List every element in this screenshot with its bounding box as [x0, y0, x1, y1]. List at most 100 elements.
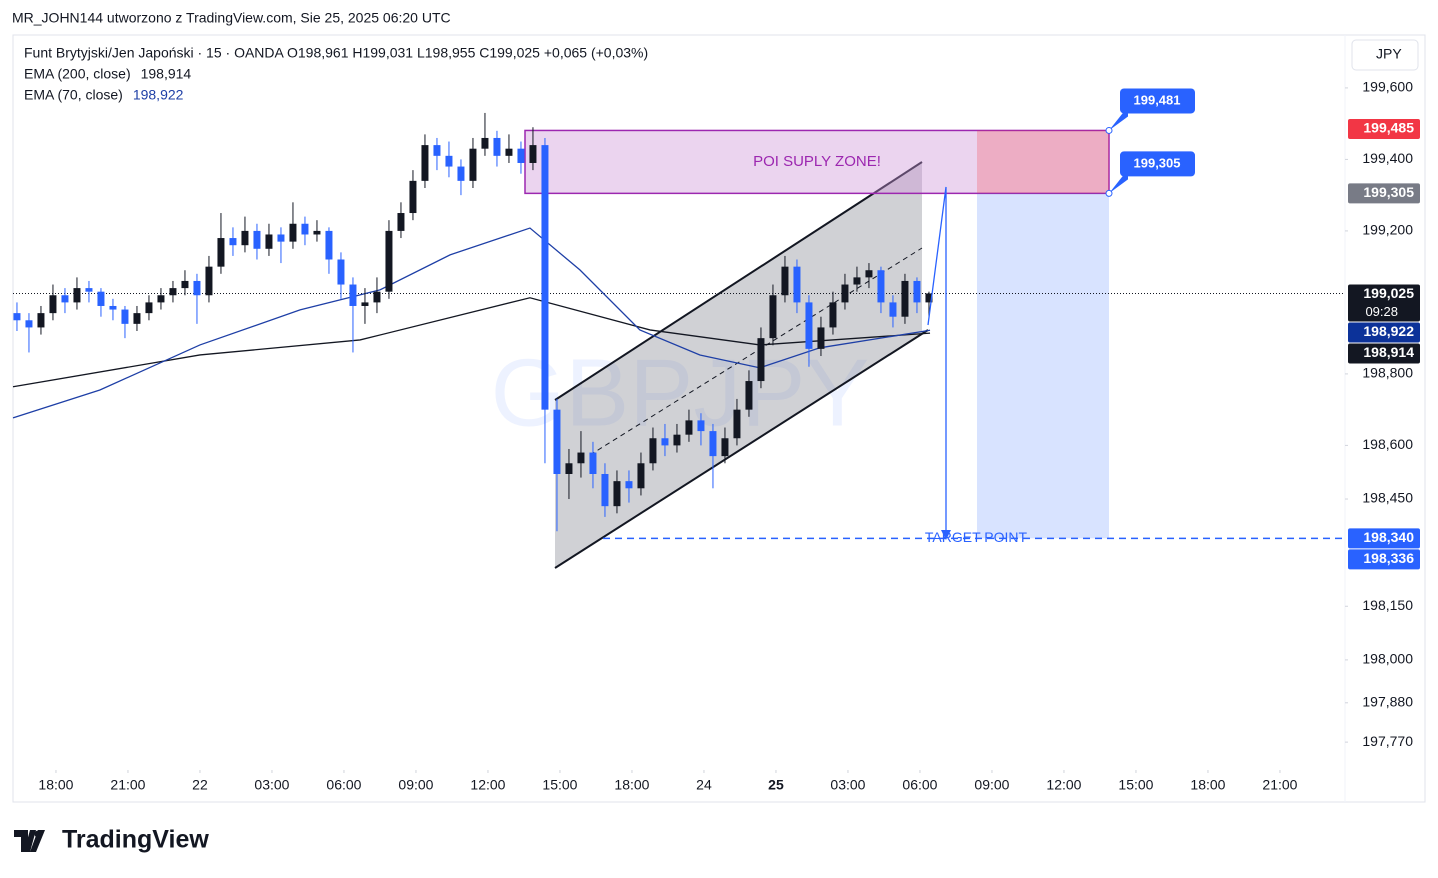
- candle-body: [229, 238, 237, 246]
- candle-body: [517, 148, 525, 163]
- target-label: TARGET POINT: [925, 529, 1028, 545]
- candle-body: [421, 145, 429, 181]
- price-tag: [1348, 322, 1420, 343]
- candle-body: [541, 145, 549, 410]
- x-tick-label: 12:00: [1046, 777, 1081, 793]
- candle-body: [613, 481, 621, 507]
- candle-body: [865, 270, 873, 278]
- candle-body: [85, 288, 93, 292]
- candle-body: [697, 420, 705, 432]
- candle-body: [829, 302, 837, 328]
- attribution: MR_JOHN144 utworzono z TradingView.com, …: [12, 10, 451, 26]
- legend-name: EMA (200, close): [24, 66, 131, 82]
- price-tag-label: 198,336: [1363, 550, 1414, 566]
- callout-anchor: [1105, 189, 1113, 197]
- candle-body: [805, 302, 813, 349]
- logo-dot: [34, 830, 42, 838]
- candle-body: [277, 234, 285, 242]
- x-tick-label: 21:00: [110, 777, 145, 793]
- x-tick-label: 06:00: [902, 777, 937, 793]
- candle-body: [61, 295, 69, 303]
- supply-zone: [524, 129, 1110, 195]
- stop-zone: [977, 130, 1109, 194]
- y-tick-label: 199,200: [1362, 222, 1413, 238]
- candle-body: [781, 266, 789, 296]
- candle-body: [469, 148, 477, 181]
- price-tag-label: 198,914: [1363, 344, 1414, 360]
- logo: TradingView: [14, 826, 209, 854]
- candle-body: [337, 259, 345, 285]
- plot-area: GBPJPYPOI SUPLY ZONE!TARGET POINT199,481…: [12, 88, 1345, 569]
- x-tick-label: 15:00: [1118, 777, 1153, 793]
- x-tick-label: 09:00: [974, 777, 1009, 793]
- candle-body: [265, 234, 273, 249]
- candle-body: [385, 230, 393, 292]
- candle-body: [913, 280, 921, 303]
- y-tick-label: 198,150: [1362, 597, 1413, 613]
- candle-body: [625, 481, 633, 489]
- candle-body: [133, 313, 141, 324]
- candle-body: [601, 473, 609, 507]
- y-tick-label: 199,400: [1362, 150, 1413, 166]
- price-tag: [1348, 183, 1420, 204]
- candle-body: [889, 302, 897, 317]
- candle-body: [205, 266, 213, 296]
- y-tick-label: 199,600: [1362, 79, 1413, 95]
- legend-value: 198,914: [141, 66, 192, 82]
- price-tag-label: 198,340: [1363, 529, 1414, 545]
- callout-anchor: [1105, 126, 1113, 134]
- currency-label[interactable]: JPY: [1376, 46, 1402, 62]
- candle-body: [757, 338, 765, 382]
- candle-body: [253, 230, 261, 249]
- price-tag: [1348, 284, 1420, 322]
- price-tag-label: 199,305: [1363, 184, 1414, 200]
- candle-body: [49, 295, 57, 314]
- candle-body: [169, 288, 177, 296]
- candle-body: [661, 438, 669, 446]
- candle-body: [313, 230, 321, 235]
- x-tick-label: 12:00: [470, 777, 505, 793]
- x-tick-label: 18:00: [38, 777, 73, 793]
- currency-button[interactable]: [1351, 39, 1419, 71]
- candle-body: [649, 438, 657, 464]
- profit-zone: [977, 193, 1109, 539]
- candle-body: [553, 409, 561, 474]
- channel-mid: [589, 247, 923, 456]
- price-tag-label: 199,485: [1363, 120, 1414, 136]
- candle-body: [769, 295, 777, 339]
- callout-label: 199,305: [1134, 155, 1181, 170]
- x-tick-label: 18:00: [1190, 777, 1225, 793]
- candle-body: [289, 223, 297, 242]
- candle-body: [565, 463, 573, 474]
- candle-body: [817, 327, 825, 349]
- price-tag: [1348, 549, 1420, 570]
- x-tick-label: 03:00: [254, 777, 289, 793]
- logo-text: TradingView: [62, 826, 209, 854]
- candle-body: [37, 313, 45, 328]
- candle-body: [505, 148, 513, 156]
- candle-body: [793, 266, 801, 303]
- candle-body: [685, 420, 693, 435]
- legend-value: 198,922: [133, 87, 184, 103]
- y-tick-label: 197,770: [1362, 733, 1413, 749]
- price-tag: [1348, 119, 1420, 140]
- candle-body: [709, 431, 717, 457]
- projection-arrowhead: [941, 530, 951, 540]
- price-tag-label: 199,025: [1363, 285, 1414, 301]
- legend-name: EMA (70, close): [24, 87, 123, 103]
- channel-fill: [555, 162, 922, 568]
- channel-upper: [554, 161, 923, 401]
- candle-body: [481, 137, 489, 149]
- candle-body: [745, 381, 753, 410]
- x-tick-label: 06:00: [326, 777, 361, 793]
- candle-body: [145, 302, 153, 314]
- x-tick-label: 21:00: [1262, 777, 1297, 793]
- candle-body: [397, 213, 405, 231]
- candle-body: [637, 463, 645, 489]
- candle-body: [577, 452, 585, 464]
- candle-body: [349, 284, 357, 306]
- callout-box: [1120, 88, 1195, 114]
- x-tick-label: 18:00: [614, 777, 649, 793]
- candle-body: [433, 145, 441, 156]
